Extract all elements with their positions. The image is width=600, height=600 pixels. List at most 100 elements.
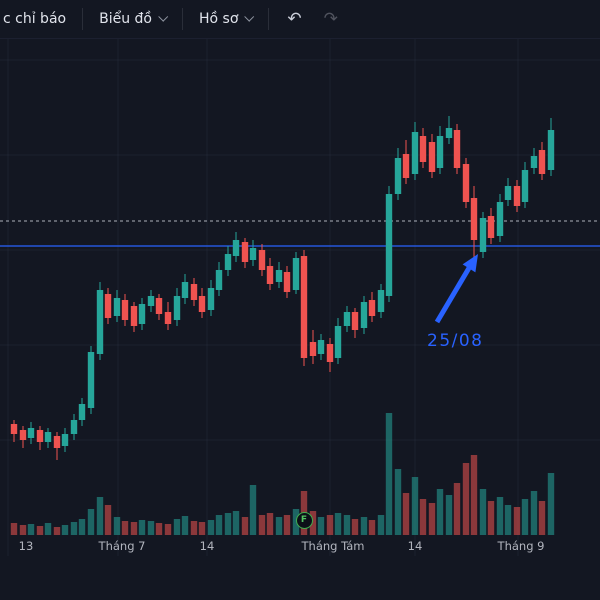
candle-body: [343, 312, 351, 326]
candle-body: [462, 164, 470, 202]
volume-bar: [44, 523, 52, 535]
annotation-arrow-shaft[interactable]: [434, 266, 472, 324]
candle-body: [249, 248, 257, 260]
indicators-button-label: c chỉ báo: [3, 11, 67, 27]
volume-bar: [258, 515, 266, 535]
volume-bar: [453, 483, 461, 535]
volume-bar: [283, 515, 291, 535]
volume-bar: [317, 517, 325, 535]
candle-body: [138, 304, 146, 324]
volume-bar: [530, 491, 538, 535]
candle-body: [266, 266, 274, 284]
volume-bar: [61, 525, 69, 535]
candle-body: [445, 128, 453, 138]
volume-bar: [181, 516, 189, 535]
volume-bar: [436, 489, 444, 535]
volume-bar: [121, 521, 129, 535]
redo-button[interactable]: ↷: [313, 7, 349, 32]
candle-body: [411, 132, 419, 174]
candle-body: [317, 340, 325, 354]
volume-bar: [385, 413, 393, 535]
redo-icon: ↷: [323, 8, 338, 29]
volume-bar: [479, 489, 487, 535]
chart-template-button-label: Biểu đồ: [99, 11, 152, 27]
candle-body: [224, 254, 232, 270]
volume-bar: [377, 515, 385, 535]
volume-bar: [343, 515, 351, 535]
candle-body: [496, 202, 504, 236]
volume-bar: [470, 455, 478, 535]
volume-bar: [487, 501, 495, 535]
volume-bar: [309, 511, 317, 535]
candle-body: [198, 296, 206, 312]
candle-body: [504, 186, 512, 200]
candle-body: [453, 130, 461, 168]
volume-bar: [411, 477, 419, 535]
candle-body: [232, 240, 240, 256]
candle-body: [19, 430, 27, 440]
candle-body: [513, 186, 521, 206]
volume-bar: [207, 520, 215, 535]
event-badge-letter: F: [300, 514, 308, 525]
volume-bar: [232, 511, 240, 535]
candle-body: [470, 198, 478, 240]
volume-bar: [275, 517, 283, 535]
chevron-down-icon: [158, 11, 169, 22]
candle-body: [309, 342, 317, 356]
volume-bar: [36, 526, 44, 535]
event-badge-f[interactable]: F: [295, 511, 313, 529]
candle-body: [70, 420, 78, 434]
candle-body: [377, 290, 385, 312]
candle-body: [394, 158, 402, 194]
volume-bar: [428, 503, 436, 535]
x-axis-label: Tháng 7: [98, 539, 146, 553]
candle-body: [241, 242, 249, 262]
volume-bar: [351, 519, 359, 535]
undo-button[interactable]: ↶: [276, 7, 312, 32]
volume-bar: [78, 519, 86, 535]
candle-body: [53, 436, 61, 448]
volume-bar: [224, 513, 232, 535]
candle-body: [300, 256, 308, 358]
candle-body: [521, 170, 529, 202]
volume-bar: [513, 507, 521, 535]
volume-bar: [402, 493, 410, 535]
candle-body: [334, 326, 342, 358]
annotation-arrow-head[interactable]: [462, 254, 478, 273]
candle-body: [326, 344, 334, 362]
candle-body: [428, 142, 436, 172]
candle-body: [173, 296, 181, 320]
volume-bar: [130, 522, 138, 535]
volume-bar: [538, 501, 546, 535]
volume-bar: [547, 473, 555, 535]
x-axis-label: Tháng 9: [497, 539, 545, 553]
indicators-button[interactable]: c chỉ báo: [0, 4, 75, 34]
chart-template-button[interactable]: Biểu đồ: [90, 4, 175, 34]
profile-menu-button-label: Hồ sơ: [198, 11, 239, 27]
candle-body: [130, 306, 138, 326]
profile-menu-button[interactable]: Hồ sơ: [190, 4, 261, 34]
volume-bar: [155, 523, 163, 535]
candle-body: [487, 216, 495, 238]
x-axis-label: Tháng Tám: [301, 539, 365, 553]
volume-bar: [215, 515, 223, 535]
volume-bar: [27, 524, 35, 535]
volume-bar: [198, 522, 206, 535]
candle-body: [190, 284, 198, 300]
volume-bar: [113, 517, 121, 535]
candle-body: [436, 136, 444, 168]
volume-bar: [190, 521, 198, 535]
volume-bar: [445, 495, 453, 535]
volume-bar: [164, 524, 172, 535]
candle-body: [61, 434, 69, 446]
candle-body: [104, 294, 112, 318]
candle-body: [121, 300, 129, 320]
time-axis[interactable]: 13 Tháng 7 14 Tháng Tám 14 Tháng 9: [0, 539, 600, 557]
volume-bar: [173, 519, 181, 535]
annotation-label[interactable]: 25/08: [427, 331, 484, 351]
volume-bar: [334, 513, 342, 535]
candle-body: [538, 150, 546, 174]
toolbar-separator: [268, 8, 270, 30]
